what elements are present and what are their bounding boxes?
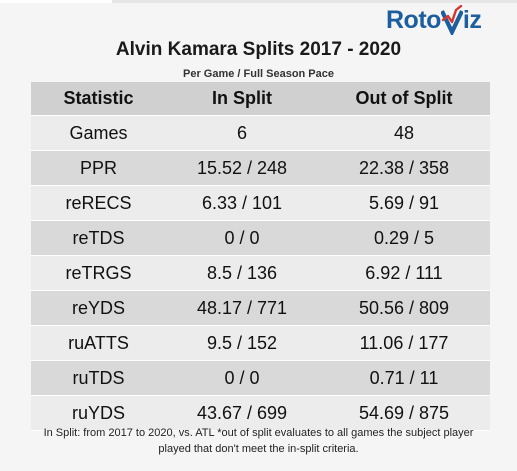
header-out-of-split: Out of Split (318, 82, 490, 116)
cell-out-of-split: 50.56 / 809 (318, 290, 490, 326)
cell-in-split: 6.33 / 101 (166, 185, 318, 221)
cell-stat: PPR (31, 150, 166, 186)
cell-in-split: 43.67 / 699 (166, 395, 318, 431)
cell-out-of-split: 5.69 / 91 (318, 185, 490, 221)
cell-in-split: 48.17 / 771 (166, 290, 318, 326)
logo-text-right: iz (462, 5, 482, 34)
splits-table: Statistic In Split Out of Split Games 6 48… (31, 82, 490, 431)
chart-title: Alvin Kamara Splits 2017 - 2020 (115, 39, 402, 60)
table-row: PPR 15.52 / 248 22.38 / 358 (31, 150, 490, 186)
cell-out-of-split: 11.06 / 177 (318, 325, 490, 361)
table-row: ruATTS 9.5 / 152 11.06 / 177 (31, 325, 490, 361)
cell-stat: ruTDS (31, 360, 166, 396)
table-row: reYDS 48.17 / 771 50.56 / 809 (31, 290, 490, 326)
footnote-line-1: In Split: from 2017 to 2020, vs. ATL *ou… (43, 427, 474, 439)
table-row: reTDS 0 / 0 0.29 / 5 (31, 220, 490, 256)
cell-stat: ruATTS (31, 325, 166, 361)
cell-stat: ruYDS (31, 395, 166, 431)
cell-stat: reTRGS (31, 255, 166, 291)
logo-v-mark (440, 5, 463, 35)
footnote-line-2: played that don't meet the in-split crit… (158, 443, 359, 455)
cell-in-split: 0 / 0 (166, 360, 318, 396)
logo-v-icon (440, 5, 463, 35)
top-border-tab (0, 0, 112, 3)
table-header-row: Statistic In Split Out of Split (31, 82, 490, 116)
cell-in-split: 0 / 0 (166, 220, 318, 256)
cell-stat: Games (31, 115, 166, 151)
table-row: reTRGS 8.5 / 136 6.92 / 111 (31, 255, 490, 291)
top-border (0, 0, 517, 3)
chart-subtitle: Per Game / Full Season Pace (182, 68, 334, 80)
table-row: Games 6 48 (31, 115, 490, 151)
cell-stat: reRECS (31, 185, 166, 221)
cell-out-of-split: 22.38 / 358 (318, 150, 490, 186)
cell-out-of-split: 48 (318, 115, 490, 151)
cell-in-split: 9.5 / 152 (166, 325, 318, 361)
table-row: ruYDS 43.67 / 699 54.69 / 875 (31, 395, 490, 431)
footnote: In Split: from 2017 to 2020, vs. ATL *ou… (0, 425, 517, 457)
header-in-split: In Split (166, 82, 318, 116)
cell-stat: reTDS (31, 220, 166, 256)
cell-in-split: 6 (166, 115, 318, 151)
cell-stat: reYDS (31, 290, 166, 326)
cell-out-of-split: 6.92 / 111 (318, 255, 490, 291)
logo-text-left: Roto (386, 5, 441, 34)
cell-out-of-split: 54.69 / 875 (318, 395, 490, 431)
cell-in-split: 15.52 / 248 (166, 150, 318, 186)
table-body: Games 6 48 PPR 15.52 / 248 22.38 / 358 reRECS 6… (31, 115, 490, 431)
cell-out-of-split: 0.29 / 5 (318, 220, 490, 256)
header-statistic: Statistic (31, 82, 166, 116)
table-row: ruTDS 0 / 0 0.71 / 11 (31, 360, 490, 396)
cell-out-of-split: 0.71 / 11 (318, 360, 490, 396)
table-row: reRECS 6.33 / 101 5.69 / 91 (31, 185, 490, 221)
rotoviz-logo: Roto iz (386, 4, 482, 36)
cell-in-split: 8.5 / 136 (166, 255, 318, 291)
